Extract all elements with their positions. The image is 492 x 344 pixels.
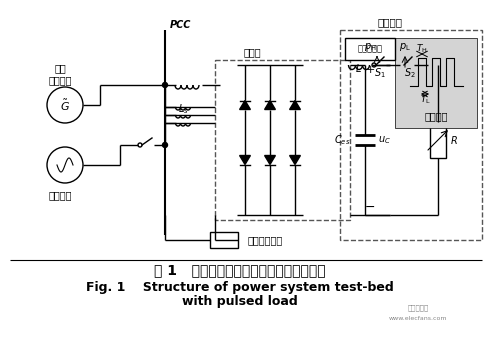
Text: $S_2$: $S_2$ xyxy=(404,66,416,80)
Bar xyxy=(340,30,482,240)
Text: 公用电网: 公用电网 xyxy=(48,190,72,200)
Text: $\tilde{G}$: $\tilde{G}$ xyxy=(60,97,70,112)
Text: +: + xyxy=(366,65,375,75)
Text: $T_{\mathrm{L}}$: $T_{\mathrm{L}}$ xyxy=(420,94,430,106)
Text: www.elecfans.com: www.elecfans.com xyxy=(389,315,447,321)
Text: 发电机组: 发电机组 xyxy=(48,75,72,85)
Bar xyxy=(395,38,477,128)
Polygon shape xyxy=(290,100,301,109)
Text: 脉冲负载: 脉冲负载 xyxy=(377,17,402,27)
Text: $L_s$: $L_s$ xyxy=(178,102,188,116)
Circle shape xyxy=(162,83,167,87)
Text: $p_{\mathrm{H}}$: $p_{\mathrm{H}}$ xyxy=(364,41,376,53)
Text: $S_1$: $S_1$ xyxy=(374,66,386,80)
Text: with pulsed load: with pulsed load xyxy=(182,295,298,309)
Polygon shape xyxy=(240,155,250,164)
Bar xyxy=(430,122,446,158)
Polygon shape xyxy=(265,100,276,109)
Bar xyxy=(210,232,238,248)
Text: $C_{es}$: $C_{es}$ xyxy=(334,133,350,147)
Polygon shape xyxy=(265,155,276,164)
Text: 阻感线性负载: 阻感线性负载 xyxy=(248,235,283,245)
Polygon shape xyxy=(290,155,301,164)
Text: 柴油: 柴油 xyxy=(54,63,66,73)
Text: 脉冲特性: 脉冲特性 xyxy=(424,111,448,121)
Text: 模拟控制器: 模拟控制器 xyxy=(358,44,382,54)
Text: $T_{\mathrm{H}}$: $T_{\mathrm{H}}$ xyxy=(416,43,428,55)
Bar xyxy=(215,60,350,220)
Text: $p_{\mathrm{L}}$: $p_{\mathrm{L}}$ xyxy=(399,41,411,53)
Text: −: − xyxy=(365,201,375,214)
Text: $L$: $L$ xyxy=(355,62,362,74)
Text: PCC: PCC xyxy=(170,20,191,30)
Bar xyxy=(345,38,395,60)
Text: $R$: $R$ xyxy=(450,134,458,146)
Polygon shape xyxy=(240,100,250,109)
Text: 图 1   含脉冲负载电力系统试验平台结构图: 图 1 含脉冲负载电力系统试验平台结构图 xyxy=(154,263,326,277)
Text: 整流器: 整流器 xyxy=(243,47,261,57)
Text: Fig. 1    Structure of power system test-bed: Fig. 1 Structure of power system test-be… xyxy=(86,281,394,294)
Circle shape xyxy=(162,142,167,148)
Text: $u_C$: $u_C$ xyxy=(378,134,391,146)
Text: 电子发烧友: 电子发烧友 xyxy=(407,305,429,311)
